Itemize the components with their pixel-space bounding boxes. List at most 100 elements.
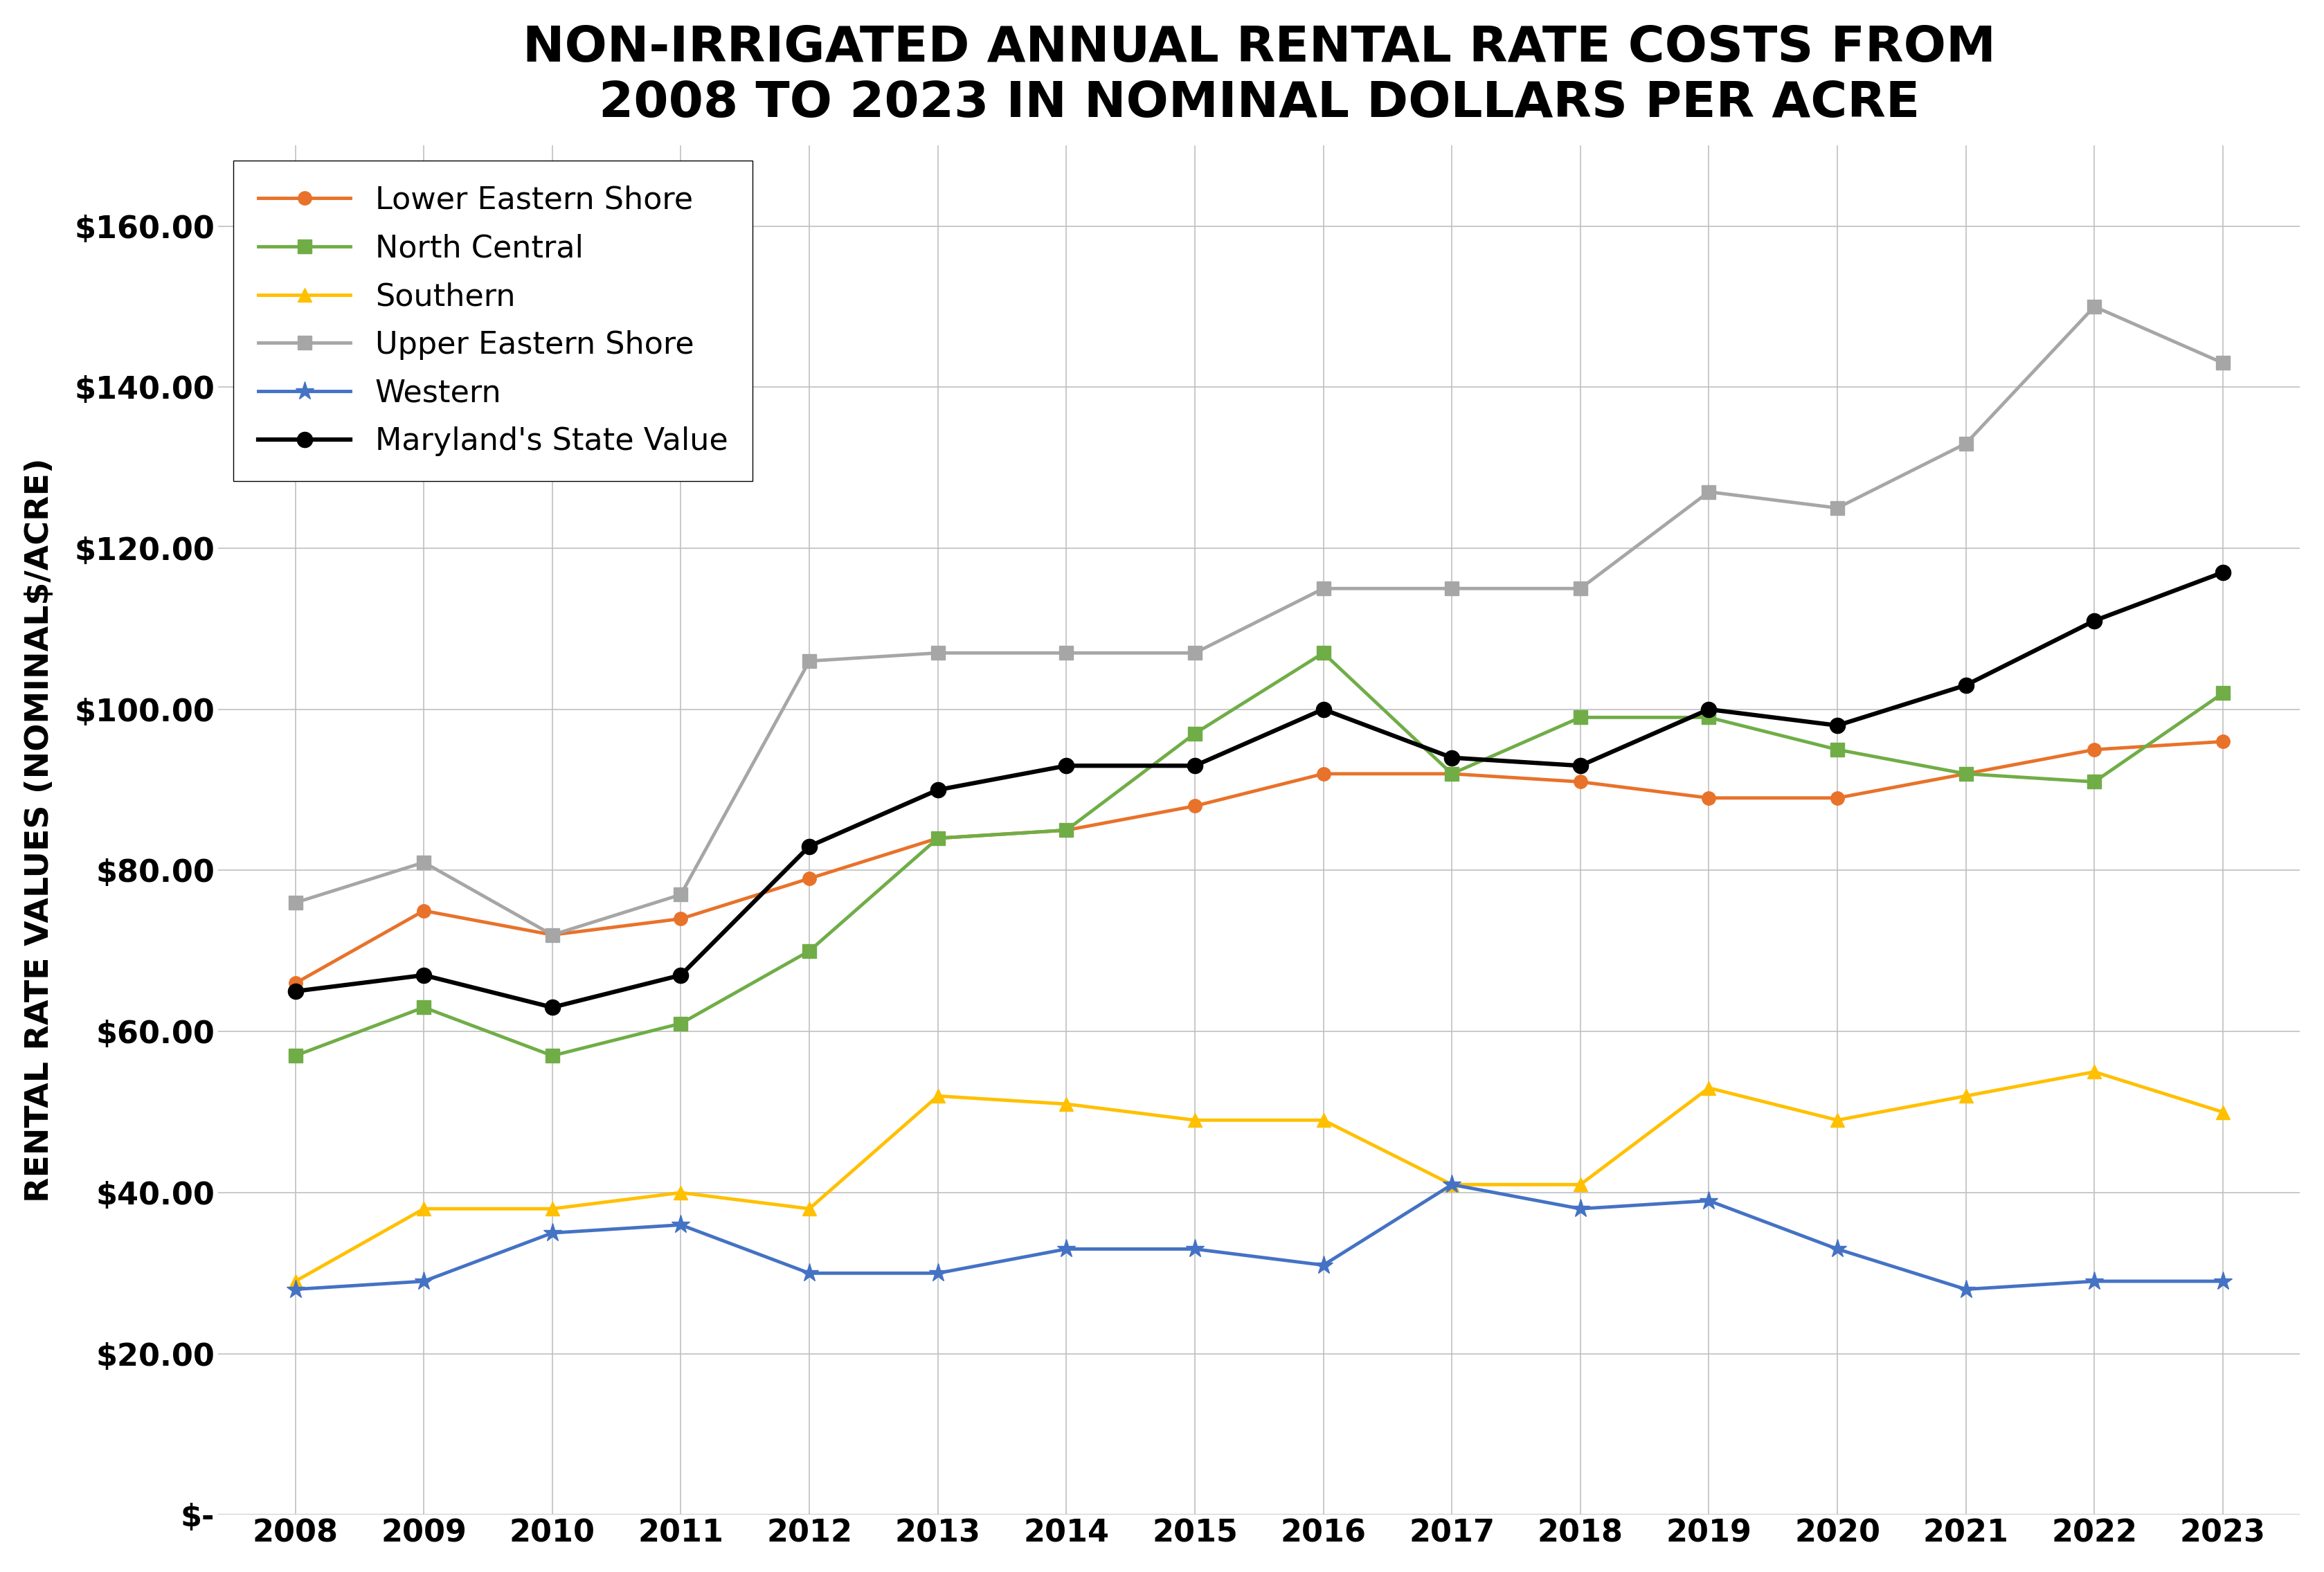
Lower Eastern Shore bbox=[925, 828, 953, 847]
North Central bbox=[2208, 684, 2236, 703]
Upper Eastern Shore bbox=[1439, 578, 1466, 597]
Southern bbox=[1566, 1176, 1594, 1195]
Southern bbox=[1308, 1111, 1336, 1130]
Southern bbox=[1952, 1086, 1980, 1105]
Line: Southern: Southern bbox=[288, 1066, 2229, 1287]
Maryland's State Value bbox=[1181, 756, 1208, 775]
Western bbox=[2080, 1272, 2108, 1291]
Line: Maryland's State Value: Maryland's State Value bbox=[288, 564, 2231, 1016]
Maryland's State Value bbox=[1439, 748, 1466, 767]
Line: Lower Eastern Shore: Lower Eastern Shore bbox=[288, 734, 2229, 990]
North Central bbox=[2080, 772, 2108, 791]
Southern bbox=[1694, 1078, 1722, 1097]
Maryland's State Value bbox=[2208, 563, 2236, 582]
North Central bbox=[1824, 740, 1852, 759]
Upper Eastern Shore bbox=[2080, 297, 2108, 316]
Maryland's State Value bbox=[2080, 612, 2108, 630]
Southern bbox=[1439, 1176, 1466, 1195]
Maryland's State Value bbox=[281, 982, 309, 1001]
Southern bbox=[795, 1199, 823, 1218]
North Central bbox=[795, 942, 823, 960]
Upper Eastern Shore bbox=[281, 893, 309, 912]
Lower Eastern Shore bbox=[1439, 764, 1466, 783]
Maryland's State Value bbox=[1308, 700, 1336, 718]
Lower Eastern Shore bbox=[1566, 772, 1594, 791]
North Central bbox=[539, 1047, 567, 1066]
Upper Eastern Shore bbox=[1824, 498, 1852, 517]
Legend: Lower Eastern Shore, North Central, Southern, Upper Eastern Shore, Western, Mary: Lower Eastern Shore, North Central, Sout… bbox=[235, 160, 753, 481]
Maryland's State Value bbox=[539, 998, 567, 1017]
Southern bbox=[2208, 1102, 2236, 1121]
Western bbox=[1824, 1240, 1852, 1259]
North Central bbox=[667, 1014, 695, 1033]
Maryland's State Value bbox=[1694, 700, 1722, 718]
Lower Eastern Shore bbox=[409, 901, 437, 920]
Lower Eastern Shore bbox=[2080, 740, 2108, 759]
Southern bbox=[2080, 1063, 2108, 1082]
Lower Eastern Shore bbox=[1181, 797, 1208, 816]
Maryland's State Value bbox=[1053, 756, 1081, 775]
Western bbox=[2208, 1272, 2236, 1291]
Lower Eastern Shore bbox=[1952, 764, 1980, 783]
Maryland's State Value bbox=[1566, 756, 1594, 775]
North Central bbox=[1181, 725, 1208, 744]
Upper Eastern Shore bbox=[795, 651, 823, 670]
Maryland's State Value bbox=[1824, 715, 1852, 734]
Upper Eastern Shore bbox=[1952, 434, 1980, 453]
North Central bbox=[409, 998, 437, 1017]
Western bbox=[281, 1280, 309, 1298]
Western bbox=[1952, 1280, 1980, 1298]
Western bbox=[667, 1215, 695, 1234]
North Central bbox=[1439, 764, 1466, 783]
Upper Eastern Shore bbox=[1566, 578, 1594, 597]
Lower Eastern Shore bbox=[2208, 733, 2236, 751]
North Central bbox=[1694, 707, 1722, 726]
Southern bbox=[1053, 1094, 1081, 1113]
Maryland's State Value bbox=[925, 780, 953, 799]
Western bbox=[1053, 1240, 1081, 1259]
North Central bbox=[1952, 764, 1980, 783]
Upper Eastern Shore bbox=[409, 854, 437, 872]
Western bbox=[795, 1264, 823, 1283]
Western bbox=[1181, 1240, 1208, 1259]
Lower Eastern Shore bbox=[667, 909, 695, 927]
Upper Eastern Shore bbox=[1053, 643, 1081, 662]
Southern bbox=[667, 1184, 695, 1203]
Upper Eastern Shore bbox=[1694, 483, 1722, 501]
North Central bbox=[925, 828, 953, 847]
North Central bbox=[1566, 707, 1594, 726]
Upper Eastern Shore bbox=[925, 643, 953, 662]
Western bbox=[1694, 1192, 1722, 1210]
Maryland's State Value bbox=[409, 965, 437, 984]
Southern bbox=[539, 1199, 567, 1218]
Maryland's State Value bbox=[667, 965, 695, 984]
Lower Eastern Shore bbox=[1308, 764, 1336, 783]
North Central bbox=[281, 1047, 309, 1066]
Line: North Central: North Central bbox=[288, 646, 2229, 1063]
Upper Eastern Shore bbox=[667, 885, 695, 904]
Western bbox=[409, 1272, 437, 1291]
Upper Eastern Shore bbox=[1181, 643, 1208, 662]
Lower Eastern Shore bbox=[539, 926, 567, 945]
Line: Western: Western bbox=[286, 1174, 2233, 1298]
Southern bbox=[409, 1199, 437, 1218]
Upper Eastern Shore bbox=[539, 926, 567, 945]
Lower Eastern Shore bbox=[281, 973, 309, 992]
Upper Eastern Shore bbox=[2208, 354, 2236, 373]
Y-axis label: RENTAL RATE VALUES (NOMINAL$/ACRE): RENTAL RATE VALUES (NOMINAL$/ACRE) bbox=[23, 457, 56, 1203]
Southern bbox=[925, 1086, 953, 1105]
Maryland's State Value bbox=[795, 836, 823, 855]
Southern bbox=[1181, 1111, 1208, 1130]
Western bbox=[1308, 1256, 1336, 1275]
Title: NON-IRRIGATED ANNUAL RENTAL RATE COSTS FROM
2008 TO 2023 IN NOMINAL DOLLARS PER : NON-IRRIGATED ANNUAL RENTAL RATE COSTS F… bbox=[523, 24, 1996, 127]
Southern bbox=[281, 1272, 309, 1291]
Western bbox=[1566, 1199, 1594, 1218]
Maryland's State Value bbox=[1952, 676, 1980, 695]
Lower Eastern Shore bbox=[1824, 789, 1852, 808]
Lower Eastern Shore bbox=[1694, 789, 1722, 808]
Lower Eastern Shore bbox=[795, 869, 823, 888]
Lower Eastern Shore bbox=[1053, 821, 1081, 839]
Western bbox=[925, 1264, 953, 1283]
Line: Upper Eastern Shore: Upper Eastern Shore bbox=[288, 300, 2229, 942]
Western bbox=[1439, 1176, 1466, 1195]
